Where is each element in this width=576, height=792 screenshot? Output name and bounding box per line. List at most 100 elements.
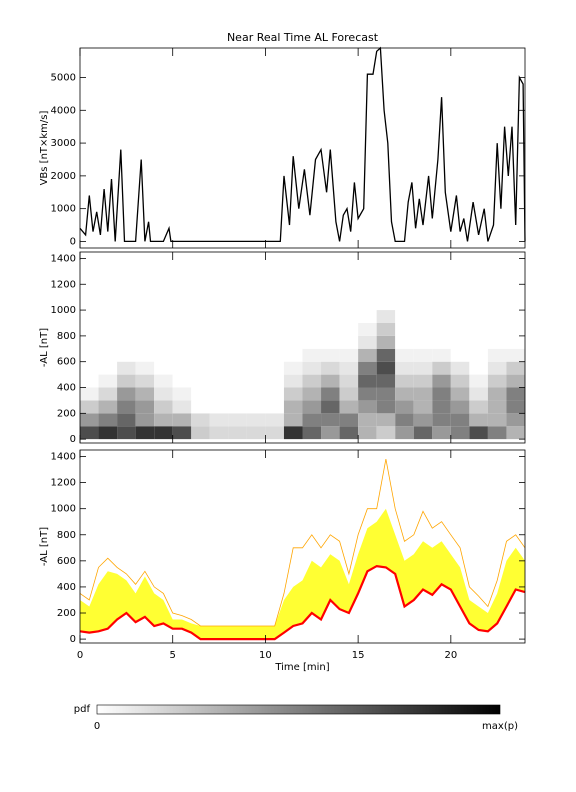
heatmap-cell <box>450 374 470 388</box>
heatmap-cell <box>469 310 488 323</box>
x-tick-label: 10 <box>259 650 272 661</box>
heatmap-cell <box>80 413 99 427</box>
heatmap-cell <box>358 310 377 323</box>
heatmap-cell <box>228 400 247 414</box>
heatmap-cell <box>283 426 303 440</box>
heatmap-cell <box>80 348 99 362</box>
heatmap-cell <box>98 374 118 388</box>
y-tick-label: 400 <box>57 582 76 593</box>
heatmap-cell <box>98 322 118 336</box>
heatmap-cell <box>265 348 284 362</box>
y-tick-label: 0 <box>70 434 76 445</box>
y-tick-label: 1000 <box>51 305 76 316</box>
heatmap-cell <box>413 413 433 427</box>
heatmap-cell <box>321 348 340 362</box>
heatmap-cell <box>265 335 284 349</box>
heatmap-cell <box>302 400 322 414</box>
heatmap-cell <box>395 374 414 388</box>
heatmap-cell <box>98 413 118 427</box>
heatmap-cell <box>487 348 507 362</box>
heatmap-cell <box>450 387 470 401</box>
heatmap-cell <box>358 426 377 440</box>
heatmap-cell <box>98 335 118 349</box>
heatmap-cell <box>321 310 340 323</box>
heatmap-cell <box>432 335 451 349</box>
heatmap-cell <box>117 322 136 336</box>
heatmap-cell <box>413 387 433 401</box>
heatmap-cell <box>395 400 414 414</box>
heatmap-cell <box>432 387 451 401</box>
heatmap-cell <box>487 310 507 323</box>
heatmap-cell <box>506 387 525 401</box>
heatmap-cell <box>154 400 173 414</box>
x-tick-label: 0 <box>77 650 83 661</box>
heatmap-cell <box>321 387 340 401</box>
heatmap-cell <box>395 335 414 349</box>
heatmap-cell <box>376 348 396 362</box>
heatmap-cell <box>469 387 488 401</box>
heatmap-cell <box>172 361 192 375</box>
heatmap-cell <box>283 348 303 362</box>
heatmap-cell <box>98 387 118 401</box>
heatmap-cell <box>395 310 414 323</box>
heatmap-cell <box>376 374 396 388</box>
heatmap-cell <box>172 348 192 362</box>
heatmap-cell <box>395 322 414 336</box>
heatmap-cell <box>209 413 229 427</box>
heatmap-cell <box>506 413 525 427</box>
heatmap-cell <box>172 426 192 440</box>
heatmap-cell <box>395 348 414 362</box>
heatmap-cell <box>339 348 359 362</box>
heatmap-cell <box>339 322 359 336</box>
heatmap-cell <box>283 413 303 427</box>
colorbar-label: pdf <box>74 704 91 715</box>
colorbar-min: 0 <box>94 721 100 732</box>
heatmap-cell <box>80 361 99 375</box>
heatmap-cell <box>487 413 507 427</box>
heatmap-cell <box>358 322 377 336</box>
heatmap-cell <box>376 361 396 375</box>
band-area <box>80 508 525 640</box>
heatmap-cell <box>358 361 377 375</box>
heatmap-cell <box>302 348 322 362</box>
heatmap-cell <box>135 361 155 375</box>
heatmap-cell <box>209 387 229 401</box>
heatmap-cell <box>283 322 303 336</box>
heatmap-cell <box>246 413 266 427</box>
heatmap-cell <box>265 387 284 401</box>
heatmap-cell <box>191 426 210 440</box>
heatmap-cell <box>228 426 247 440</box>
heatmap-cell <box>154 361 173 375</box>
heatmap-cell <box>432 426 451 440</box>
heatmap-cell <box>209 310 229 323</box>
heatmap-cell <box>450 310 470 323</box>
heatmap-cell <box>376 400 396 414</box>
heatmap-cell <box>246 387 266 401</box>
heatmap-cell <box>80 426 99 440</box>
y-tick-label: 800 <box>57 331 76 342</box>
y-tick-label: 1200 <box>51 478 76 489</box>
heatmap-cell <box>135 348 155 362</box>
heatmap-cell <box>135 400 155 414</box>
heatmap-cell <box>265 400 284 414</box>
heatmap-cell <box>506 348 525 362</box>
y-tick-label: 5000 <box>51 73 76 84</box>
heatmap-cell <box>246 322 266 336</box>
heatmap-cell <box>321 413 340 427</box>
x-tick-label: 20 <box>444 650 457 661</box>
y-tick-label: 1400 <box>51 253 76 264</box>
y-tick-label: 1400 <box>51 452 76 463</box>
heatmap-cell <box>376 413 396 427</box>
heatmap-cell <box>469 426 488 440</box>
heatmap-cell <box>283 400 303 414</box>
heatmap-cell <box>246 361 266 375</box>
heatmap-cell <box>469 374 488 388</box>
heatmap-cell <box>506 400 525 414</box>
heatmap-cell <box>228 322 247 336</box>
heatmap-cell <box>506 361 525 375</box>
heatmap-cell <box>117 426 136 440</box>
heatmap-cell <box>376 322 396 336</box>
heatmap-cell <box>358 374 377 388</box>
median-line <box>79 564 526 641</box>
